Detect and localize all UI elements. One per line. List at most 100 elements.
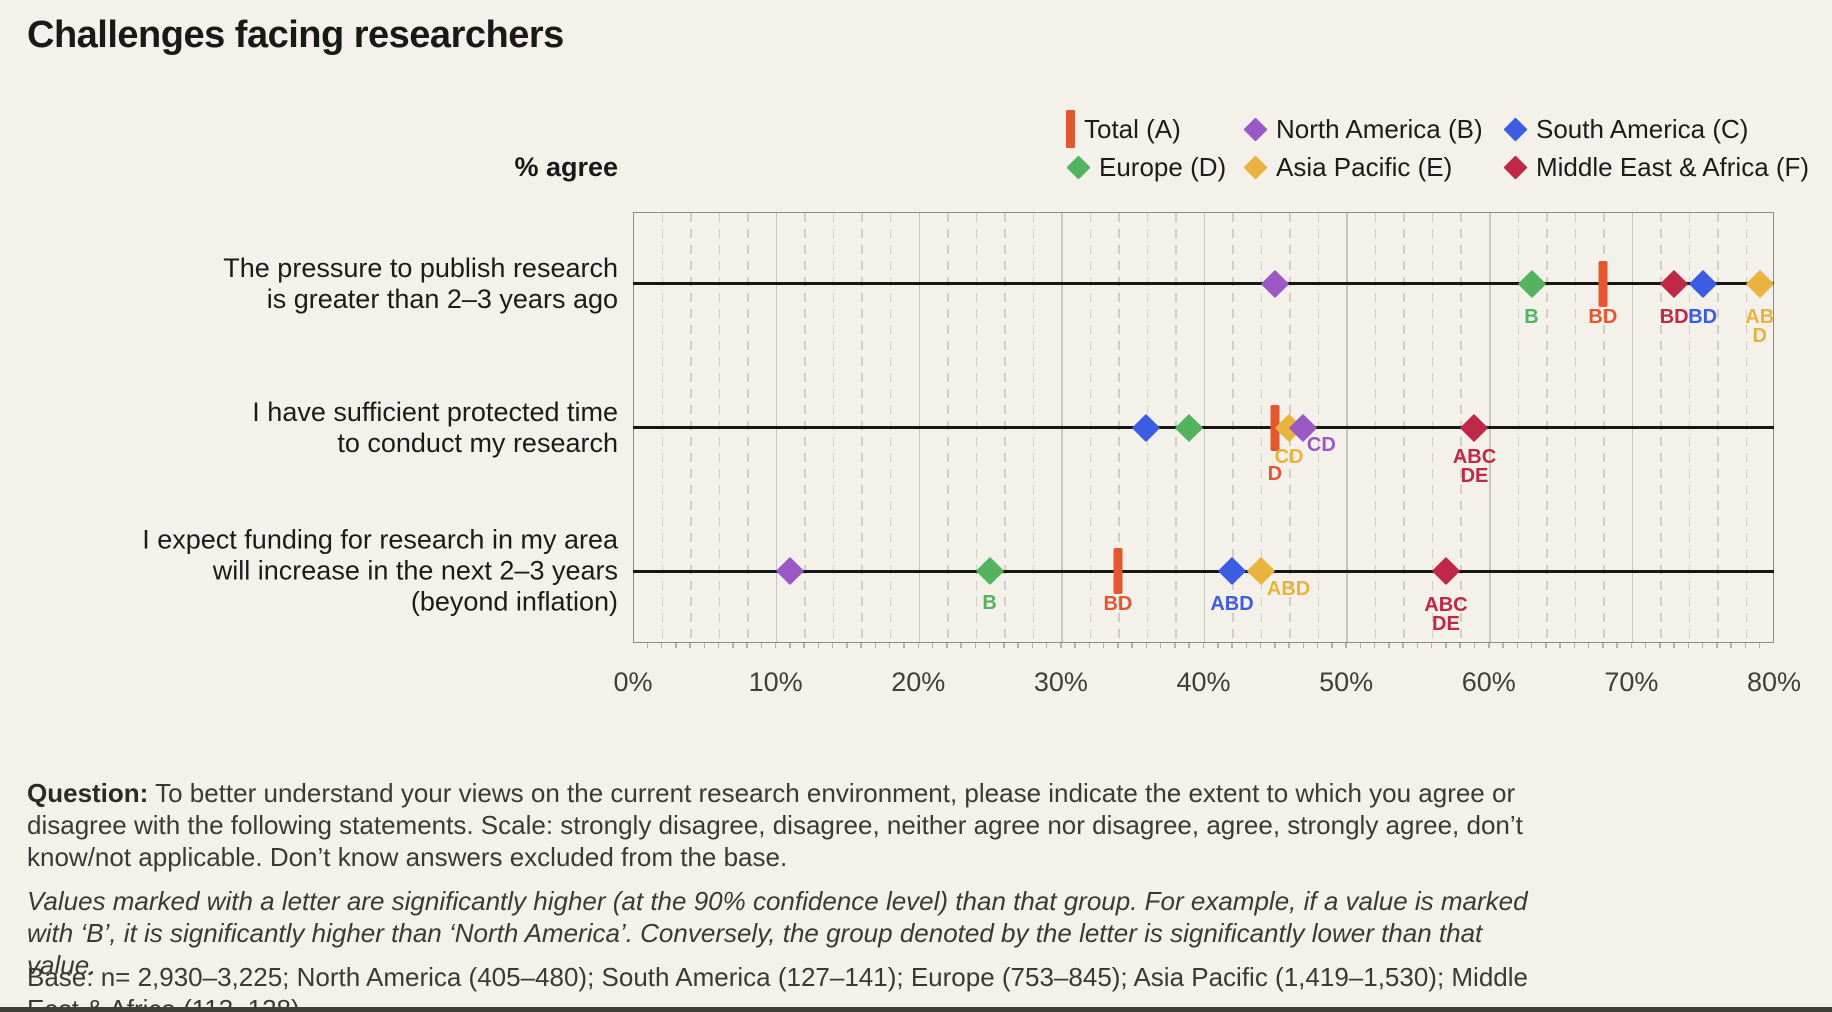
axis-tick-mark (1174, 643, 1176, 648)
legend-label: Asia Pacific (E) (1276, 151, 1453, 182)
legend-label: Europe (D) (1099, 151, 1227, 182)
axis-tick-mark (960, 643, 962, 648)
axis-tick-mark (1331, 643, 1333, 648)
axis-tick-mark (1031, 643, 1034, 648)
diamond-icon-shape (1502, 154, 1528, 180)
axis-tick-mark (1459, 643, 1461, 648)
axis-tick-mark (760, 643, 763, 648)
significance-label: ABC DE (1424, 594, 1468, 636)
axis-tick-mark (1545, 643, 1547, 648)
axis-tick-mark (817, 643, 820, 648)
row-label-line: to conduct my research (337, 427, 618, 458)
percent-agree-label: % agree (514, 152, 618, 182)
legend-label: Middle East & Africa (F) (1536, 151, 1810, 182)
axis-tick-mark (1045, 643, 1048, 648)
significance-label: BD (1588, 305, 1618, 328)
axis-tick-mark (1373, 643, 1376, 648)
axis-tick-mark (1488, 643, 1490, 648)
row-label: I expect funding for research in my area… (142, 525, 618, 618)
significance-label: AB D (1745, 305, 1775, 347)
axis-tick-mark (1188, 643, 1190, 648)
axis-tick-mark (1502, 643, 1504, 648)
significance-label: ABC DE (1452, 445, 1497, 487)
axis-tick-mark (1274, 643, 1276, 648)
significance-label: B (982, 592, 997, 615)
footer-question: Question: To better understand your view… (27, 777, 1535, 873)
axis-tick-mark (974, 643, 977, 648)
row-axis-line (633, 569, 1774, 573)
axis-tick-mark (1345, 643, 1347, 648)
axis-tick-mark (1630, 643, 1633, 648)
axis-tick-mark (1744, 643, 1747, 648)
axis-tick-mark (660, 643, 663, 648)
axis-tick-mark (689, 643, 691, 648)
row-label-line: I have sufficient protected time (252, 396, 618, 427)
row-label: The pressure to publish research is great… (223, 253, 618, 315)
axis-tick-mark (1217, 643, 1219, 648)
axis-tick-mark (646, 643, 648, 648)
axis-tick-mark (774, 643, 777, 648)
diamond-icon (1502, 154, 1528, 180)
axis-tick-mark (1716, 643, 1718, 648)
axis-tick-mark (888, 643, 891, 648)
axis-tick-mark (903, 643, 905, 648)
x-tick-label: 70% (1604, 667, 1659, 697)
axis-tick-mark (917, 643, 919, 648)
axis-tick-mark (1245, 643, 1248, 648)
legend-item-A: Total (A) (1066, 110, 1181, 148)
axis-tick-mark (1673, 643, 1675, 648)
footer-significance-note: Values marked with a letter are signific… (27, 886, 1528, 980)
axis-tick-mark (717, 643, 720, 648)
legend-item-B: North America (B) (1242, 113, 1483, 145)
axis-tick-mark (1530, 643, 1533, 648)
axis-tick-mark (1616, 643, 1618, 648)
marker-total (1598, 260, 1608, 307)
axis-tick-mark (1060, 643, 1062, 648)
x-tick-label: 60% (1461, 667, 1516, 697)
legend-item-F: Middle East & Africa (F) (1502, 151, 1810, 183)
axis-tick-mark (789, 643, 791, 648)
diamond-icon-shape (1242, 116, 1268, 142)
axis-tick-mark (1259, 643, 1262, 648)
axis-tick-mark (1145, 643, 1148, 648)
axis-tick-mark (1131, 643, 1133, 648)
axis-tick-mark (1587, 643, 1590, 648)
x-tick-label: 50% (1319, 667, 1374, 697)
diamond-icon-shape (1242, 154, 1268, 180)
axis-tick-mark (1302, 643, 1305, 648)
axis-tick-mark (1687, 643, 1690, 648)
diamond-icon (1242, 116, 1268, 142)
row-label-line: is greater than 2–3 years ago (266, 283, 618, 314)
legend-item-C: South America (C) (1502, 113, 1749, 145)
axis-tick-mark (831, 643, 834, 648)
significance-label: BD (1659, 305, 1689, 328)
axis-tick-mark (1388, 643, 1390, 648)
axis-tick-mark (946, 643, 948, 648)
axis-tick-mark (803, 643, 805, 648)
axis-tick-mark (1202, 643, 1205, 648)
axis-tick-mark (988, 643, 991, 648)
x-tick-label: 40% (1176, 667, 1231, 697)
significance-label: BD (1103, 593, 1133, 616)
footer-base-note: Base: n= 2,930–3,225; North America (405… (27, 962, 1528, 1012)
x-tick-label: 0% (613, 667, 653, 697)
diamond-icon (1502, 116, 1528, 142)
axis-tick-mark (1359, 643, 1362, 648)
axis-tick-mark (1644, 643, 1647, 648)
legend-label: South America (C) (1536, 113, 1749, 144)
axis-tick-mark (1159, 643, 1162, 648)
row-label-line: (beyond inflation) (410, 586, 618, 617)
legend-label: Total (A) (1084, 113, 1181, 144)
total-bar-icon (1066, 110, 1075, 148)
significance-label: ABD (1266, 578, 1311, 601)
axis-tick-mark (1074, 643, 1076, 648)
axis-tick-mark (1003, 643, 1005, 648)
diamond-icon-shape (1502, 116, 1528, 142)
significance-label: CD (1306, 433, 1336, 456)
axis-tick-mark (1102, 643, 1105, 648)
axis-tick-mark (1730, 643, 1732, 648)
row-label-line: The pressure to publish research (223, 252, 618, 283)
diamond-icon (1065, 154, 1091, 180)
x-tick-label: 20% (891, 667, 946, 697)
